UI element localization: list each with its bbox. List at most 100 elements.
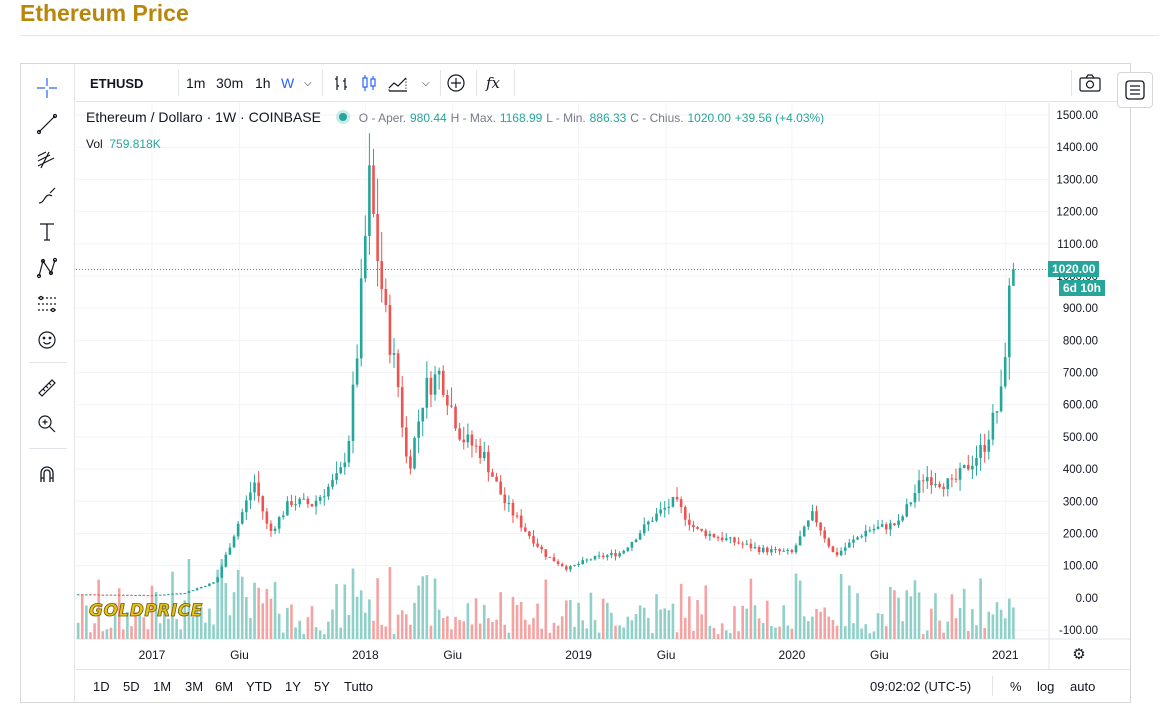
candle-body: [729, 537, 732, 539]
range-3m[interactable]: 3M: [185, 679, 204, 694]
magnet-icon[interactable]: [33, 460, 61, 488]
interval-w[interactable]: W: [281, 75, 295, 91]
candle-body: [778, 549, 781, 552]
range-1d[interactable]: 1D: [93, 679, 110, 694]
volume-bar: [154, 591, 158, 639]
volume-bar: [860, 628, 863, 639]
crosshair-icon[interactable]: [33, 74, 61, 102]
ruler-icon[interactable]: [33, 374, 61, 402]
volume-bar: [150, 585, 154, 639]
range-6m[interactable]: 6M: [215, 679, 234, 694]
range-1m[interactable]: 1M: [153, 679, 172, 694]
indicators-button[interactable]: fx: [486, 74, 501, 92]
volume-bar: [938, 620, 941, 639]
area-chart-type-icon[interactable]: [388, 64, 408, 102]
candle-body: [134, 595, 137, 597]
toolbar-divider: [514, 70, 515, 96]
details-list-button[interactable]: [1117, 72, 1153, 108]
volume-bar: [577, 602, 580, 639]
candle-body: [770, 549, 773, 553]
pattern-tool-icon[interactable]: [33, 254, 61, 282]
zoom-in-icon[interactable]: [33, 410, 61, 438]
volume-bar: [470, 624, 474, 639]
emoji-icon[interactable]: [33, 326, 61, 354]
compare-plus-icon[interactable]: [446, 64, 466, 102]
symbol-search[interactable]: ETHUSD: [90, 75, 144, 91]
chart-area[interactable]: 1500.001400.001300.001200.001100.001000.…: [76, 103, 1130, 701]
chart-legend: Ethereum / Dollaro · 1W · COINBASE O - A…: [86, 109, 824, 125]
fib-tool-icon[interactable]: [33, 146, 61, 174]
volume-bar: [618, 625, 621, 639]
range-5y[interactable]: 5Y: [314, 679, 330, 694]
gear-icon[interactable]: ⚙: [1072, 645, 1085, 663]
volume-bar: [962, 588, 966, 639]
volume-bar: [782, 605, 785, 639]
interval-1h[interactable]: 1h: [255, 75, 271, 91]
prediction-tool-icon[interactable]: [33, 290, 61, 318]
volume-bar: [335, 584, 338, 639]
volume-bar: [347, 614, 351, 639]
candle-body: [446, 394, 449, 406]
candle-body: [577, 563, 580, 566]
volume-bar: [364, 612, 367, 639]
candle-body: [540, 546, 543, 550]
percent-scale-toggle[interactable]: %: [1010, 679, 1022, 694]
candle-body: [975, 458, 978, 466]
goldprice-logo: GOLDPRICE: [89, 601, 219, 627]
candle-body: [269, 523, 273, 531]
candle-body: [286, 501, 289, 516]
candle-body: [917, 480, 921, 494]
volume-bar: [724, 630, 728, 639]
candle-body: [757, 546, 761, 553]
price-chart[interactable]: 1500.001400.001300.001200.001100.001000.…: [76, 103, 1130, 669]
volume-bar: [610, 612, 613, 639]
y-tick-label: 300.00: [1063, 496, 1098, 508]
candle-body: [228, 547, 232, 555]
trend-line-icon[interactable]: [33, 110, 61, 138]
last-price-tag: 1020.00: [1048, 261, 1100, 277]
camera-icon[interactable]: [1079, 64, 1101, 102]
candle-body: [651, 520, 654, 522]
candle-body: [179, 593, 183, 595]
volume-bar: [138, 613, 141, 639]
candle-body: [314, 500, 318, 507]
candle-body: [290, 501, 293, 506]
text-tool-icon[interactable]: [33, 218, 61, 246]
log-scale-toggle[interactable]: log: [1037, 679, 1055, 694]
brush-icon[interactable]: [33, 182, 61, 210]
volume-bar: [236, 569, 240, 639]
candle-body: [450, 405, 453, 407]
candle-body: [343, 462, 347, 468]
range-1y[interactable]: 1Y: [285, 679, 301, 694]
timezone-clock[interactable]: 09:02:02 (UTC-5): [870, 679, 972, 694]
range-5d[interactable]: 5D: [123, 679, 140, 694]
volume-bar: [380, 624, 384, 639]
candle-body: [458, 428, 461, 440]
range-all[interactable]: Tutto: [344, 679, 374, 694]
volume-bar: [593, 620, 597, 639]
legend-high-value: 1168.99: [499, 111, 543, 125]
interval-1m[interactable]: 1m: [186, 75, 206, 91]
volume-bar: [458, 619, 461, 639]
candle-body: [671, 497, 675, 507]
candle-chart-type-icon[interactable]: [360, 64, 378, 102]
volume-bar: [852, 623, 855, 639]
interval-30m[interactable]: 30m: [216, 75, 244, 91]
candle-body: [815, 511, 818, 523]
candle-body: [117, 594, 121, 596]
interval-chevron-down-icon[interactable]: ⌵: [304, 77, 312, 89]
candle-body: [692, 524, 695, 528]
volume-bar: [409, 624, 412, 639]
candle-body: [581, 560, 585, 564]
candle-body: [306, 498, 310, 505]
volume-bar: [392, 634, 396, 639]
range-ytd[interactable]: YTD: [246, 679, 272, 694]
volume-bar: [540, 628, 543, 639]
volume-bar: [761, 622, 765, 639]
chart-type-chevron-down-icon[interactable]: ⌵: [422, 77, 430, 89]
candle-body: [523, 527, 527, 532]
bar-chart-type-icon[interactable]: [332, 64, 350, 102]
volume-bar: [405, 614, 408, 639]
volume-bar: [823, 607, 827, 639]
auto-scale-toggle[interactable]: auto: [1070, 679, 1096, 694]
